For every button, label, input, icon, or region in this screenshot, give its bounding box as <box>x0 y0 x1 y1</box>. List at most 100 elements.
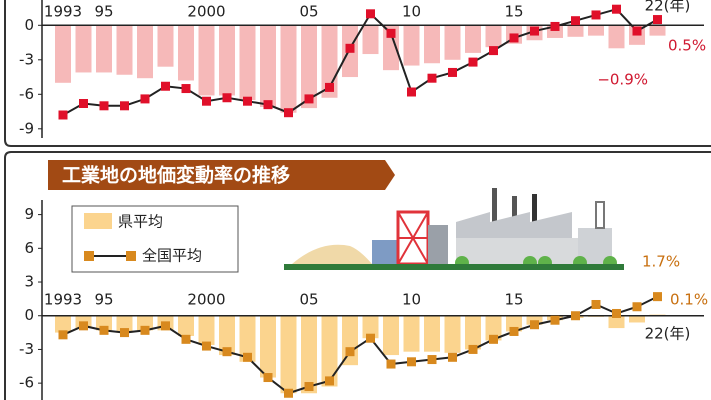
point <box>345 43 355 53</box>
bar <box>157 25 174 67</box>
point <box>550 315 560 325</box>
point <box>79 99 88 108</box>
point <box>99 101 109 111</box>
bar <box>178 315 194 336</box>
bar <box>362 25 379 55</box>
point <box>591 299 601 309</box>
bar <box>137 25 153 79</box>
y-tick-label: 0 <box>24 306 34 324</box>
point <box>243 352 252 362</box>
chart-title: 工業地の地価変動率の推移 <box>62 164 290 187</box>
bar <box>198 315 215 345</box>
bar <box>588 25 604 36</box>
x-tick-label: 22(年) <box>645 325 691 343</box>
point <box>181 334 191 344</box>
point <box>571 311 580 321</box>
point <box>366 9 375 19</box>
x-tick-label: 15 <box>504 291 523 309</box>
x-tick-label: 10 <box>402 3 421 21</box>
x-tick-label: 1993 <box>44 291 82 309</box>
legend: 県平均 全国平均 <box>71 205 239 273</box>
bar <box>96 25 112 73</box>
bar <box>403 25 420 66</box>
legend-label: 全国平均 <box>142 247 202 265</box>
bar <box>485 25 502 48</box>
point <box>632 26 642 36</box>
point <box>448 352 457 362</box>
bar <box>116 25 133 75</box>
bar <box>239 25 256 101</box>
bar <box>75 25 92 73</box>
y-tick-label: -6 <box>19 374 34 392</box>
bar <box>424 315 440 352</box>
point <box>202 341 211 351</box>
point <box>612 308 621 318</box>
point <box>427 73 437 83</box>
x-tick-label: 95 <box>94 291 113 309</box>
point <box>345 347 355 357</box>
x-tick-label: 22(年) <box>645 0 691 15</box>
bar <box>444 315 461 353</box>
bar <box>608 315 625 329</box>
point <box>489 46 498 56</box>
bar <box>301 315 317 394</box>
bar <box>260 315 276 378</box>
bar <box>280 25 297 113</box>
y-tick-label: -3 <box>19 340 34 358</box>
bar <box>567 25 584 37</box>
point <box>632 302 642 312</box>
y-tick-label: 0 <box>24 16 34 34</box>
point <box>58 110 68 120</box>
x-tick-label: 95 <box>94 3 113 21</box>
point <box>427 355 437 365</box>
bar <box>219 315 235 356</box>
point <box>489 334 498 344</box>
x-tick-label: 15 <box>504 3 523 21</box>
bar <box>55 25 71 83</box>
point <box>509 326 519 336</box>
point <box>653 292 662 302</box>
point <box>407 357 416 367</box>
point <box>550 21 560 31</box>
x-tick-label: 05 <box>299 3 318 21</box>
point <box>448 67 457 77</box>
factory-illustration <box>284 188 624 270</box>
bar <box>629 315 645 323</box>
bar <box>444 25 461 60</box>
point <box>263 373 273 383</box>
point <box>58 330 68 340</box>
point <box>263 100 273 110</box>
bar <box>239 315 256 362</box>
bar <box>383 315 399 356</box>
point <box>612 4 621 14</box>
bar <box>342 315 358 366</box>
bar <box>403 315 420 352</box>
point <box>202 96 211 106</box>
point <box>284 388 293 398</box>
legend-swatch-marker <box>126 251 136 261</box>
point <box>161 321 170 331</box>
x-tick-label: 2000 <box>187 3 225 21</box>
point <box>140 325 150 335</box>
bar <box>301 25 317 109</box>
point <box>304 382 314 392</box>
point <box>468 57 478 67</box>
bar <box>465 315 481 350</box>
point <box>222 347 232 357</box>
point <box>386 359 396 369</box>
panel-frame <box>4 0 711 147</box>
bar <box>219 25 235 96</box>
point <box>407 87 416 97</box>
point <box>366 333 375 343</box>
value-label: −0.9% <box>597 71 648 89</box>
x-tick-label: 1993 <box>44 3 82 21</box>
bar <box>649 25 666 36</box>
bar <box>178 25 194 81</box>
point <box>181 84 191 94</box>
point <box>530 320 539 330</box>
bar <box>424 25 440 64</box>
point <box>325 376 334 386</box>
point <box>653 15 662 25</box>
